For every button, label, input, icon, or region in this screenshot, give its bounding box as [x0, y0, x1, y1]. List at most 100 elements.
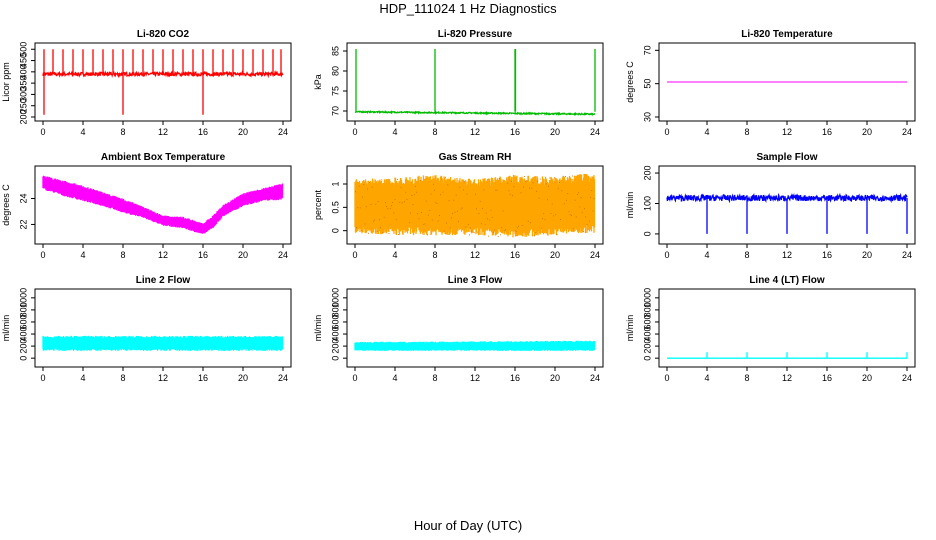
- y-tick-label: 30: [642, 112, 652, 122]
- x-tick-label: 24: [902, 373, 912, 383]
- y-tick-label: 85: [330, 46, 340, 56]
- x-tick-label: 24: [278, 127, 288, 137]
- x-tick-label: 20: [862, 373, 872, 383]
- x-tick-label: 20: [550, 250, 560, 260]
- panel-5: Gas Stream RH percent 0 4 8 12 16 20 24 0 0.5 1: [313, 152, 604, 260]
- x-tick-label: 8: [744, 373, 749, 383]
- panel-7: Line 2 Flow ml/min 0 4 8 12 16 20 24 0 20040060080…: [1, 275, 292, 383]
- y-tick-label: 450: [18, 53, 28, 68]
- y-tick-label: 200: [18, 109, 28, 124]
- x-tick-label: 4: [80, 127, 85, 137]
- figure-title: HDP_111024 1 Hz Diagnostics: [379, 1, 557, 16]
- series-spikes: [706, 352, 908, 359]
- y-tick-label: 400: [18, 64, 28, 79]
- x-tick-label: 24: [902, 250, 912, 260]
- y-tick-label: 800: [642, 302, 652, 317]
- y-axis-label: ml/min: [1, 315, 11, 342]
- series-line: [354, 109, 596, 117]
- x-tick-label: 20: [550, 373, 560, 383]
- x-tick-label: 8: [120, 373, 125, 383]
- panel-3: Li-820 Temperature degrees C 0 4 8 12 16 20 24 30…: [625, 29, 916, 137]
- plot-frame: [346, 288, 604, 368]
- x-tick-label: 0: [352, 127, 357, 137]
- panel-title: Sample Flow: [756, 152, 817, 163]
- x-tick-label: 16: [198, 373, 208, 383]
- x-tick-label: 8: [744, 250, 749, 260]
- x-tick-label: 16: [822, 373, 832, 383]
- x-tick-label: 4: [704, 373, 709, 383]
- y-tick-label: 400: [18, 327, 28, 342]
- panel-title: Li-820 Pressure: [438, 29, 513, 40]
- y-axis-label: kPa: [313, 74, 323, 90]
- y-tick-label: 70: [642, 45, 652, 55]
- y-tick-label: 0: [642, 356, 652, 361]
- x-tick-label: 16: [510, 250, 520, 260]
- x-tick-label: 4: [704, 127, 709, 137]
- y-tick-label: 1000: [642, 288, 652, 308]
- y-tick-label: 70: [330, 106, 340, 116]
- panel-title: Line 4 (LT) Flow: [749, 275, 825, 286]
- panel-title: Line 3 Flow: [448, 275, 503, 286]
- y-tick-label: 100: [642, 196, 652, 211]
- x-tick-label: 20: [238, 127, 248, 137]
- plot-frame: [34, 288, 292, 368]
- x-tick-label: 8: [432, 373, 437, 383]
- x-tick-label: 12: [158, 127, 168, 137]
- x-tick-label: 20: [862, 127, 872, 137]
- panel-9: Line 4 (LT) Flow ml/min 0 4 8 12 16 20 24 0 200400…: [625, 275, 916, 383]
- x-tick-label: 20: [238, 250, 248, 260]
- data-layer: [354, 340, 596, 351]
- y-axis-label: ml/min: [313, 315, 323, 342]
- x-tick-label: 12: [470, 127, 480, 137]
- y-tick-label: 800: [18, 302, 28, 317]
- y-tick-label: 800: [330, 302, 340, 317]
- y-tick-label: 0: [330, 228, 340, 233]
- x-tick-label: 24: [902, 127, 912, 137]
- x-tick-label: 4: [392, 127, 397, 137]
- y-tick-label: 1: [330, 181, 340, 186]
- data-layer: [42, 335, 284, 351]
- x-tick-label: 0: [40, 250, 45, 260]
- series-band: [354, 174, 596, 238]
- y-tick-label: 1000: [330, 288, 340, 308]
- x-tick-label: 12: [158, 373, 168, 383]
- panel-title: Li-820 Temperature: [741, 29, 833, 40]
- x-tick-label: 0: [664, 127, 669, 137]
- data-layer: [42, 175, 284, 234]
- y-axis-label: degrees C: [625, 61, 635, 103]
- x-tick-label: 20: [238, 373, 248, 383]
- y-tick-label: 0: [642, 231, 652, 236]
- x-tick-label: 16: [822, 127, 832, 137]
- series-band: [42, 335, 284, 351]
- x-tick-label: 0: [664, 373, 669, 383]
- panel-title: Li-820 CO2: [137, 29, 190, 40]
- series-band: [42, 175, 284, 234]
- series-spikes: [706, 198, 908, 234]
- x-tick-label: 0: [352, 250, 357, 260]
- x-tick-label: 4: [392, 250, 397, 260]
- y-axis-label: Licor ppm: [1, 62, 11, 102]
- x-tick-label: 16: [198, 127, 208, 137]
- x-tick-label: 24: [278, 250, 288, 260]
- data-layer: [666, 192, 908, 234]
- x-tick-label: 12: [470, 250, 480, 260]
- x-tick-label: 4: [80, 373, 85, 383]
- panel-2: Li-820 Pressure kPa 0 4 8 12 16 20 24 70 75 80 85: [313, 29, 604, 137]
- y-tick-label: 200: [18, 339, 28, 354]
- y-tick-label: 300: [18, 87, 28, 102]
- data-layer: [42, 49, 284, 115]
- x-tick-label: 24: [590, 127, 600, 137]
- series-spikes: [43, 49, 282, 115]
- y-tick-label: 600: [330, 314, 340, 329]
- data-layer: [354, 174, 596, 238]
- x-tick-label: 20: [550, 127, 560, 137]
- x-tick-label: 4: [704, 250, 709, 260]
- x-tick-label: 0: [40, 127, 45, 137]
- panel-4: Ambient Box Temperature degrees C 0 4 8 12 16 2…: [1, 152, 292, 260]
- y-tick-label: 400: [330, 327, 340, 342]
- x-tick-label: 8: [432, 250, 437, 260]
- y-axis-label: ml/min: [625, 315, 635, 342]
- x-tick-label: 16: [822, 250, 832, 260]
- series-band: [354, 340, 596, 351]
- y-tick-label: 500: [18, 42, 28, 57]
